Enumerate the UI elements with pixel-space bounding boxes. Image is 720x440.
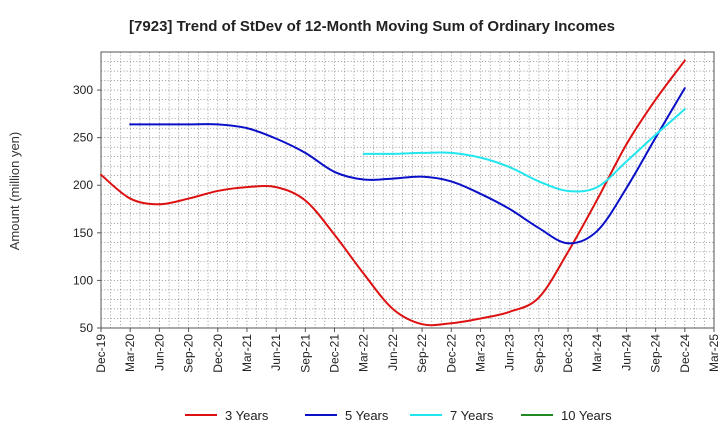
x-tick-label: Sep-22 <box>415 334 429 373</box>
legend-label-10-years: 10 Years <box>561 408 612 423</box>
series-line-3-years <box>100 59 686 327</box>
legend-label-7-years: 7 Years <box>450 408 494 423</box>
x-tick-label: Sep-21 <box>298 334 312 373</box>
x-tick-label: Jun-23 <box>503 334 517 371</box>
x-tick-label: Sep-24 <box>649 334 663 373</box>
x-tick-label: Sep-20 <box>182 334 196 373</box>
y-tick-label: 200 <box>73 178 93 192</box>
series-line-7-years <box>362 108 686 193</box>
x-tick-label: Dec-23 <box>561 334 575 373</box>
series-lines <box>100 59 686 327</box>
plot-area <box>100 51 715 329</box>
y-tick-label: 300 <box>73 83 93 97</box>
x-axis-ticks: Dec-19 Mar-20 Jun-20 Sep-20 Dec-20 Mar-21 Jun-… <box>94 328 720 373</box>
x-tick-label: Mar-20 <box>123 334 137 372</box>
x-tick-label: Dec-21 <box>328 334 342 373</box>
legend: 3 Years 5 Years 7 Years 10 Years <box>185 408 612 423</box>
legend-label-3-years: 3 Years <box>225 408 269 423</box>
chart-title: [7923] Trend of StDev of 12-Month Moving… <box>129 18 615 35</box>
plot-grid <box>101 52 714 328</box>
x-tick-label: Jun-22 <box>386 334 400 371</box>
y-axis-label: Amount (million yen) <box>7 132 22 251</box>
y-axis-ticks: 50 100 150 200 250 300 <box>73 83 101 335</box>
legend-label-5-years: 5 Years <box>345 408 389 423</box>
y-tick-label: 250 <box>73 131 93 145</box>
x-tick-label: Mar-23 <box>473 334 487 372</box>
x-tick-label: Jun-21 <box>269 334 283 371</box>
x-tick-label: Mar-24 <box>590 334 604 372</box>
y-tick-label: 150 <box>73 226 93 240</box>
x-tick-label: Mar-25 <box>707 334 720 372</box>
x-tick-label: Mar-21 <box>240 334 254 372</box>
x-tick-label: Sep-23 <box>532 334 546 373</box>
y-tick-label: 50 <box>80 321 94 335</box>
x-tick-label: Dec-22 <box>444 334 458 373</box>
x-tick-label: Dec-19 <box>94 334 108 373</box>
x-tick-label: Dec-24 <box>678 334 692 373</box>
x-tick-label: Mar-22 <box>357 334 371 372</box>
x-tick-label: Jun-24 <box>619 334 633 371</box>
y-tick-label: 100 <box>73 273 93 287</box>
x-tick-label: Dec-20 <box>211 334 225 373</box>
x-tick-label: Jun-20 <box>152 334 166 371</box>
series-line-5-years <box>129 87 686 245</box>
